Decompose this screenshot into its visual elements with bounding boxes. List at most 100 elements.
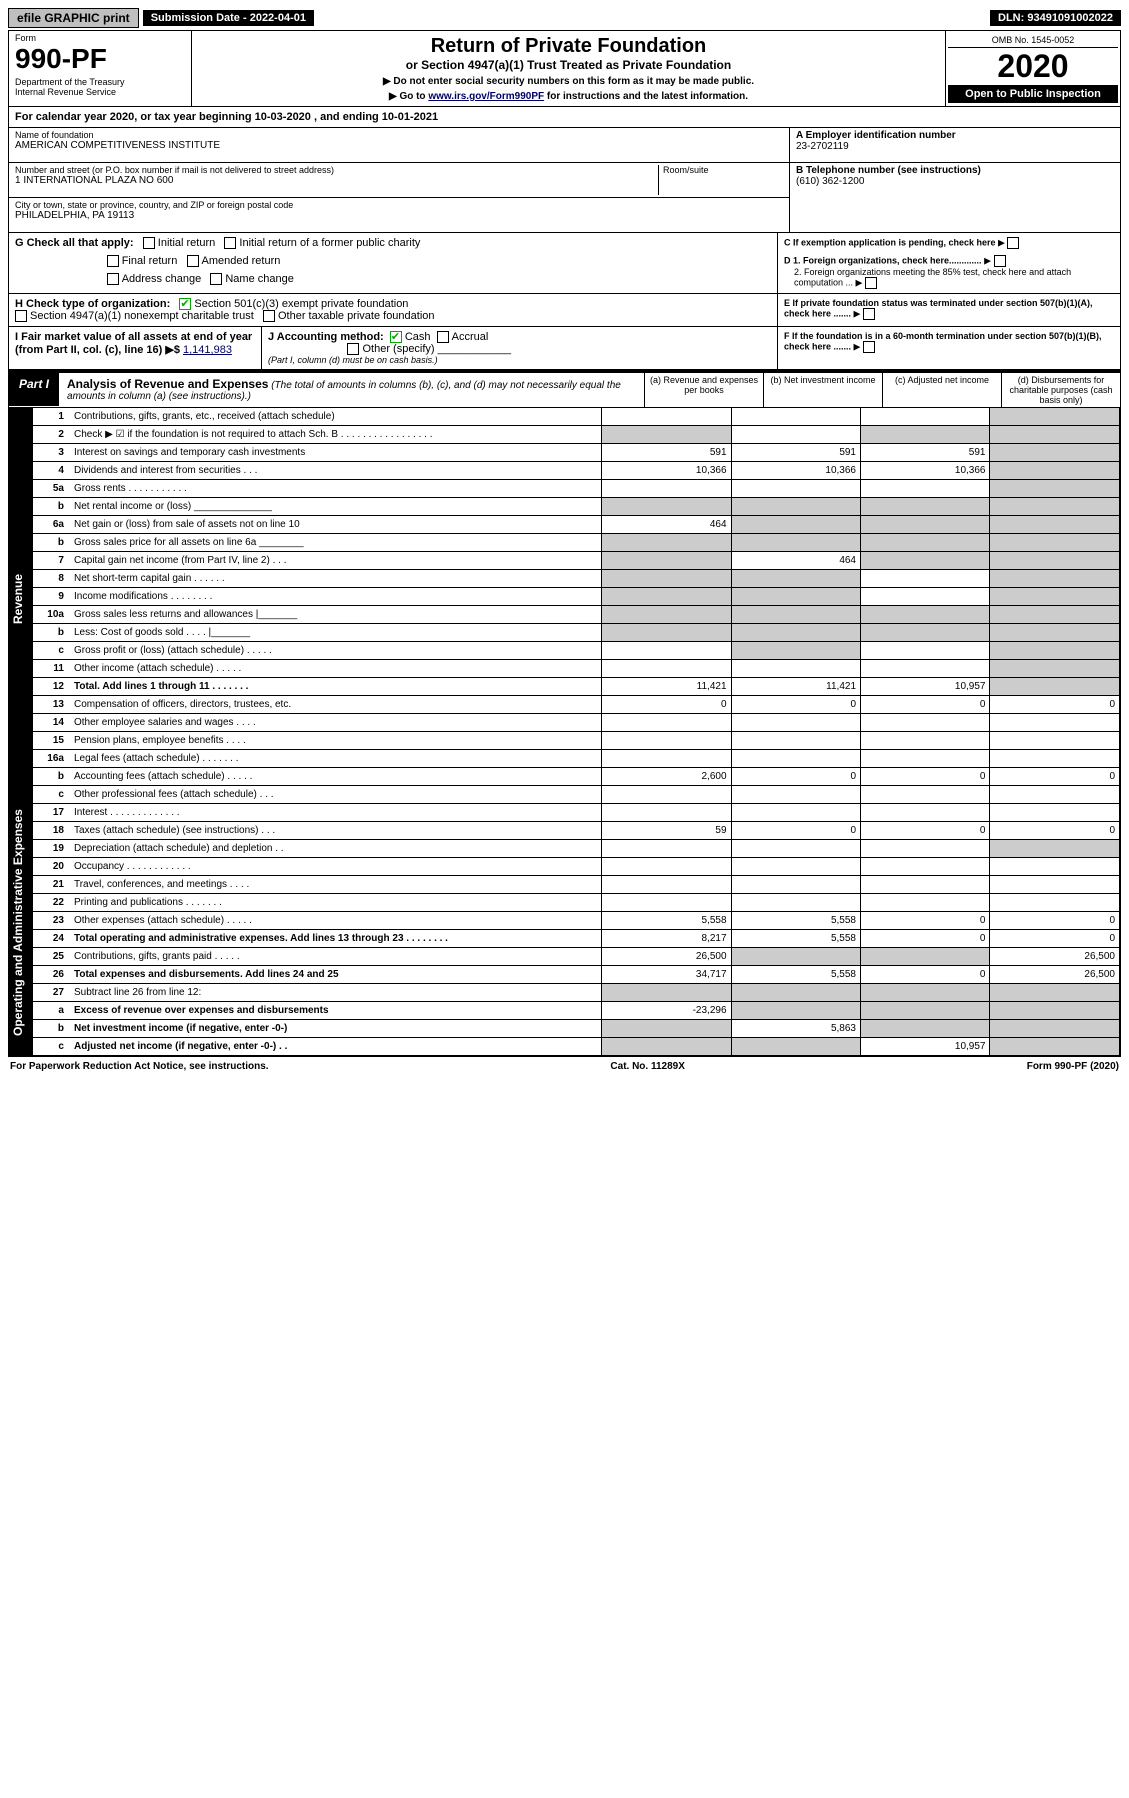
row-number: 6a — [33, 516, 70, 534]
row-number: b — [33, 768, 70, 786]
form-label: Form — [15, 33, 185, 43]
amt-c: 0 — [861, 966, 990, 984]
h-checks: H Check type of organization: Section 50… — [9, 294, 777, 326]
amt-c — [861, 750, 990, 768]
table-row: 3Interest on savings and temporary cash … — [33, 444, 1120, 462]
checkbox-f[interactable] — [863, 341, 875, 353]
row-desc: Legal fees (attach schedule) . . . . . .… — [70, 750, 602, 768]
efile-print-button[interactable]: efile GRAPHIC print — [8, 8, 139, 28]
amt-d — [990, 606, 1120, 624]
amt-a — [602, 714, 731, 732]
dept-label: Department of the Treasury Internal Reve… — [15, 77, 185, 97]
table-row: cOther professional fees (attach schedul… — [33, 786, 1120, 804]
checkbox-initial-return[interactable] — [143, 237, 155, 249]
amt-d — [990, 1020, 1120, 1038]
amt-d — [990, 444, 1120, 462]
amt-c — [861, 516, 990, 534]
amt-d — [990, 660, 1120, 678]
amt-a — [602, 480, 731, 498]
amt-a: 10,366 — [602, 462, 731, 480]
checkbox-accrual[interactable] — [437, 331, 449, 343]
amt-b — [731, 588, 860, 606]
amt-b — [731, 786, 860, 804]
amt-d — [990, 750, 1120, 768]
name-cell: Name of foundation AMERICAN COMPETITIVEN… — [9, 128, 789, 163]
h-opt-2: Section 4947(a)(1) nonexempt charitable … — [30, 310, 254, 322]
checkbox-4947[interactable] — [15, 310, 27, 322]
col-c-header: (c) Adjusted net income — [882, 373, 1001, 407]
checkbox-name-change[interactable] — [210, 273, 222, 285]
row-desc: Contributions, gifts, grants, etc., rece… — [70, 408, 602, 426]
amt-d — [990, 894, 1120, 912]
checkbox-other-taxable[interactable] — [263, 310, 275, 322]
amt-d — [990, 804, 1120, 822]
row-number: 25 — [33, 948, 70, 966]
row-number: 16a — [33, 750, 70, 768]
table-row: 20Occupancy . . . . . . . . . . . . — [33, 858, 1120, 876]
d2-label: 2. Foreign organizations meeting the 85%… — [794, 267, 1071, 287]
checkbox-cash[interactable] — [390, 331, 402, 343]
g-opt-2: Final return — [122, 255, 178, 267]
amt-b: 0 — [731, 696, 860, 714]
row-number: 14 — [33, 714, 70, 732]
check-section-1: G Check all that apply: Initial return I… — [9, 233, 1120, 294]
amt-b — [731, 804, 860, 822]
e-check: E If private foundation status was termi… — [777, 294, 1120, 326]
row-number: 13 — [33, 696, 70, 714]
table-row: 14Other employee salaries and wages . . … — [33, 714, 1120, 732]
amt-d: 0 — [990, 822, 1120, 840]
row-desc: Travel, conferences, and meetings . . . … — [70, 876, 602, 894]
note2-pre: ▶ Go to — [389, 91, 428, 102]
amt-d — [990, 516, 1120, 534]
amt-d — [990, 786, 1120, 804]
row-number: 22 — [33, 894, 70, 912]
amt-d: 0 — [990, 768, 1120, 786]
row-desc: Interest on savings and temporary cash i… — [70, 444, 602, 462]
checkbox-other-method[interactable] — [347, 343, 359, 355]
j-opt-2: Other (specify) — [362, 343, 434, 355]
row-desc: Less: Cost of goods sold . . . . |______… — [70, 624, 602, 642]
amt-d — [990, 984, 1120, 1002]
amt-a — [602, 660, 731, 678]
c-label: C If exemption application is pending, c… — [784, 237, 996, 247]
table-row: 27Subtract line 26 from line 12: — [33, 984, 1120, 1002]
checkbox-final-return[interactable] — [107, 255, 119, 267]
amt-b — [731, 984, 860, 1002]
submission-date: Submission Date - 2022-04-01 — [143, 10, 314, 26]
c-d-checks: C If exemption application is pending, c… — [777, 233, 1120, 293]
h-opt-1: Section 501(c)(3) exempt private foundat… — [194, 298, 408, 310]
open-public: Open to Public Inspection — [948, 85, 1118, 103]
checkbox-amended[interactable] — [187, 255, 199, 267]
amt-b — [731, 1038, 860, 1056]
amt-c — [861, 840, 990, 858]
table-row: 7Capital gain net income (from Part IV, … — [33, 552, 1120, 570]
checkbox-d1[interactable] — [994, 255, 1006, 267]
amt-b — [731, 660, 860, 678]
g-label: G Check all that apply: — [15, 237, 134, 249]
amt-c — [861, 660, 990, 678]
form-title: Return of Private Foundation — [200, 35, 937, 58]
note2-post: for instructions and the latest informat… — [544, 91, 748, 102]
amt-a — [602, 552, 731, 570]
omb-year-block: OMB No. 1545-0052 2020 Open to Public In… — [945, 31, 1120, 106]
col-a-header: (a) Revenue and expenses per books — [645, 373, 763, 407]
row-desc: Total operating and administrative expen… — [70, 930, 602, 948]
part-1-desc: Analysis of Revenue and Expenses (The to… — [59, 373, 644, 406]
checkbox-501c3[interactable] — [179, 298, 191, 310]
amt-a — [602, 426, 731, 444]
amt-a: -23,296 — [602, 1002, 731, 1020]
checkbox-c[interactable] — [1007, 237, 1019, 249]
checkbox-e[interactable] — [863, 308, 875, 320]
checkbox-initial-former[interactable] — [224, 237, 236, 249]
irs-link[interactable]: www.irs.gov/Form990PF — [428, 91, 544, 102]
table-row: bAccounting fees (attach schedule) . . .… — [33, 768, 1120, 786]
addr-label: Number and street (or P.O. box number if… — [15, 165, 658, 175]
form-subtitle: or Section 4947(a)(1) Trust Treated as P… — [200, 58, 937, 72]
amt-b: 5,558 — [731, 966, 860, 984]
checkbox-d2[interactable] — [865, 277, 877, 289]
amt-b — [731, 1002, 860, 1020]
foundation-name: AMERICAN COMPETITIVENESS INSTITUTE — [15, 140, 783, 151]
amt-d: 0 — [990, 912, 1120, 930]
checkbox-address-change[interactable] — [107, 273, 119, 285]
row-number: c — [33, 642, 70, 660]
